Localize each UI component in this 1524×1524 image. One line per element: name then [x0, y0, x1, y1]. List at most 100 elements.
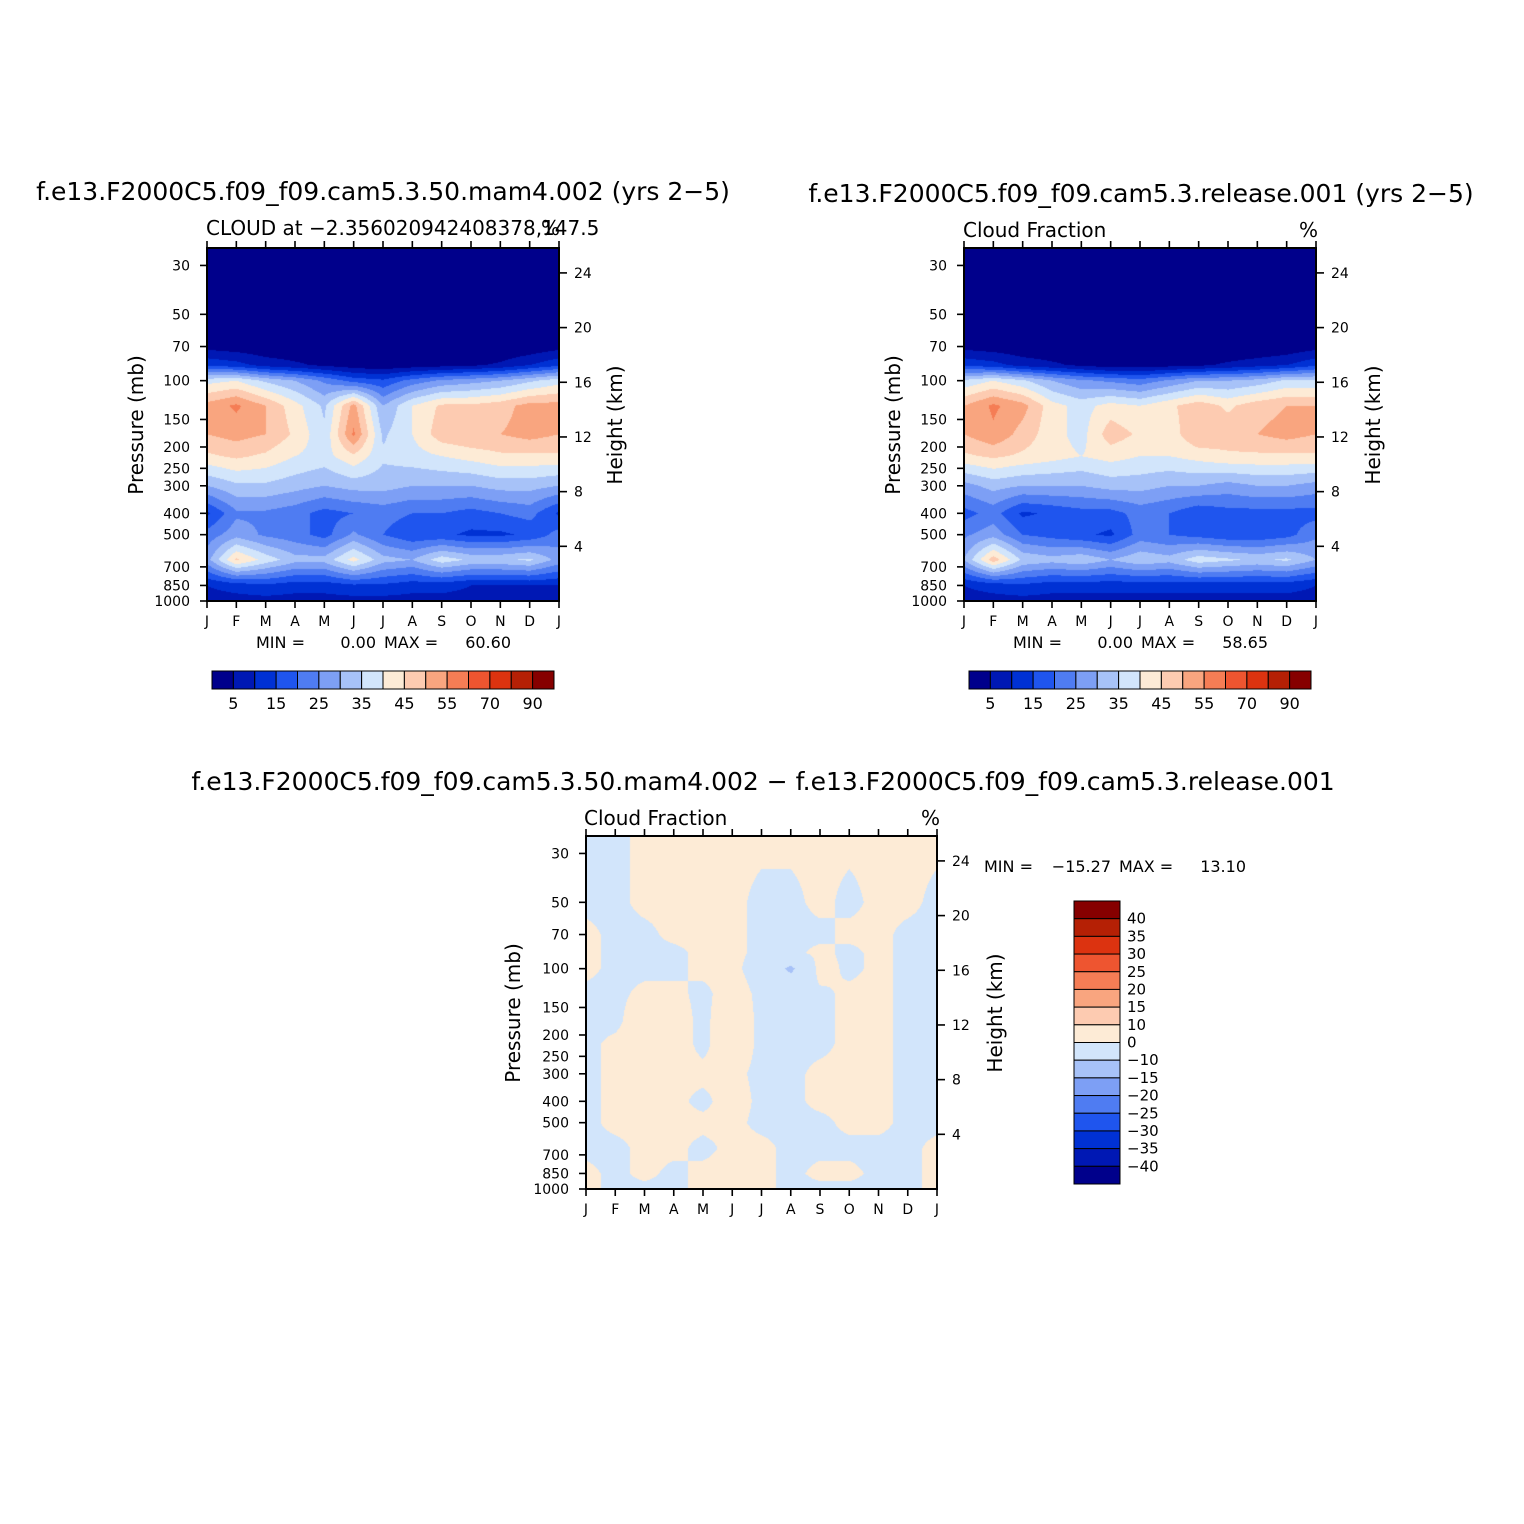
y-tick-label-height: 12 — [952, 1018, 970, 1034]
colorbar-swatch — [1054, 670, 1077, 690]
panel-2-title: f.e13.F2000C5.f09_f09.cam5.3.release.001… — [808, 179, 1473, 208]
y-tick-label-pressure: 150 — [542, 1000, 569, 1016]
panel-3-axes: J F M A M J J A S O N D J 30 50 70 100 150 200 250 300 400 500… — [533, 829, 970, 1218]
y-tick-label-pressure: 150 — [920, 412, 947, 428]
panel-3-title: f.e13.F2000C5.f09_f09.cam5.3.50.mam4.002… — [191, 767, 1334, 796]
y-tick-label-height: 8 — [1331, 485, 1340, 501]
panel-2-min-value: 0.00 — [1097, 633, 1133, 652]
x-tick-label: J — [1108, 614, 1113, 630]
panel-3-contour-plot — [586, 836, 937, 1189]
x-tick-label: J — [934, 1202, 939, 1218]
x-tick-label: F — [611, 1202, 619, 1218]
colorbar-label: 55 — [1194, 694, 1214, 713]
colorbar-label: 5 — [985, 694, 995, 713]
contour-fill — [207, 248, 559, 601]
colorbar-swatch — [1073, 918, 1121, 937]
y-tick-label-pressure: 70 — [551, 928, 569, 944]
x-tick-label: O — [465, 614, 476, 630]
panel-2-ylabel-right: Height (km) — [1361, 365, 1385, 484]
colorbar-swatch — [1289, 670, 1312, 690]
colorbar-label: −25 — [1127, 1104, 1159, 1122]
colorbar-label: 55 — [437, 694, 457, 713]
colorbar-swatch — [1073, 900, 1121, 920]
colorbar-swatch — [1073, 1077, 1121, 1097]
x-tick-label: A — [290, 614, 300, 630]
colorbar-swatch — [425, 670, 448, 690]
colorbar-swatch — [989, 670, 1013, 690]
y-tick-label-pressure: 250 — [920, 461, 947, 477]
y-tick-label-height: 8 — [952, 1073, 961, 1089]
x-tick-label: J — [729, 1202, 734, 1218]
panel-3-min-value: −15.27 — [1052, 857, 1111, 876]
y-tick-label-pressure: 300 — [542, 1067, 569, 1083]
colorbar-swatch — [297, 670, 320, 690]
colorbar-label: 35 — [1108, 694, 1128, 713]
y-tick-label-pressure: 50 — [172, 307, 190, 323]
colorbar-swatch — [1073, 1042, 1121, 1061]
colorbar-swatch — [318, 670, 341, 690]
y-tick-label-height: 16 — [1331, 375, 1349, 391]
colorbar-label: 10 — [1127, 1016, 1146, 1034]
x-tick-label: A — [1047, 614, 1057, 630]
panel-3-max-value: 13.10 — [1200, 857, 1246, 876]
colorbar-swatch — [468, 670, 491, 690]
colorbar-label: 70 — [1237, 694, 1257, 713]
panel-2-contour-plot — [964, 248, 1316, 601]
x-tick-label: J — [351, 614, 356, 630]
y-tick-label-pressure: 850 — [920, 578, 947, 594]
x-tick-label: J — [380, 614, 385, 630]
colorbar-swatch — [1160, 670, 1184, 690]
panel-1-max-value: 60.60 — [465, 633, 511, 652]
x-tick-label: J — [556, 614, 561, 630]
colorbar-swatch — [1267, 670, 1291, 690]
panel-2: f.e13.F2000C5.f09_f09.cam5.3.release.001… — [808, 179, 1473, 713]
x-tick-label: O — [844, 1202, 855, 1218]
y-tick-label-pressure: 1000 — [911, 594, 947, 610]
colorbar-label: 25 — [1127, 963, 1146, 981]
panel-2-axes: J F M A M J J A S O N D J 30 50 70 100 150 200 250 300 400 500… — [911, 241, 1349, 630]
panel-1-min-value: 0.00 — [340, 633, 376, 652]
colorbar-swatch — [1073, 1130, 1121, 1150]
colorbar-swatch — [1203, 670, 1226, 690]
y-tick-label-pressure: 700 — [163, 560, 190, 576]
panel-1-contour-plot — [207, 248, 559, 601]
colorbar-label: 25 — [309, 694, 329, 713]
panel-1-min-label: MIN = — [256, 633, 305, 652]
panel-3: f.e13.F2000C5.f09_f09.cam5.3.50.mam4.002… — [191, 767, 1334, 1218]
colorbar-swatch — [1075, 670, 1098, 690]
panel-1-ylabel-left: Pressure (mb) — [124, 355, 148, 495]
colorbar-label: 45 — [1151, 694, 1171, 713]
contour-fill — [586, 836, 937, 1189]
y-tick-label-pressure: 1000 — [533, 1182, 569, 1198]
x-tick-label: D — [524, 614, 535, 630]
y-tick-label-pressure: 200 — [920, 440, 947, 456]
y-tick-label-pressure: 850 — [542, 1166, 569, 1182]
colorbar-swatch — [403, 670, 427, 690]
colorbar-swatch — [1073, 971, 1121, 990]
panel-1-ylabel-right: Height (km) — [603, 365, 627, 484]
colorbar-label: 5 — [228, 694, 238, 713]
colorbar-label: 35 — [1127, 927, 1146, 945]
y-tick-label-pressure: 1000 — [154, 594, 190, 610]
y-tick-label-height: 20 — [952, 909, 970, 925]
colorbar-swatch — [211, 670, 234, 690]
y-tick-label-height: 24 — [574, 266, 592, 282]
y-tick-label-pressure: 850 — [163, 578, 190, 594]
colorbar-swatch — [1246, 670, 1269, 690]
colorbar-label: 15 — [266, 694, 286, 713]
x-tick-label: N — [1252, 614, 1262, 630]
panel-3-ylabel-left: Pressure (mb) — [501, 943, 525, 1083]
panel-1-subtitle-right: % — [541, 216, 560, 240]
y-tick-label-pressure: 30 — [929, 258, 947, 274]
y-tick-label-height: 8 — [574, 485, 583, 501]
y-tick-label-pressure: 100 — [542, 962, 569, 978]
panel-3-ylabel-right: Height (km) — [983, 953, 1007, 1072]
y-tick-label-height: 24 — [1331, 266, 1349, 282]
colorbar-label: 25 — [1066, 694, 1086, 713]
y-tick-label-height: 20 — [1331, 321, 1349, 337]
panel-1: f.e13.F2000C5.f09_f09.cam5.3.50.mam4.002… — [36, 177, 730, 713]
colorbar-label: 20 — [1127, 980, 1146, 998]
x-tick-label: J — [758, 1202, 763, 1218]
x-tick-label: A — [1165, 614, 1175, 630]
